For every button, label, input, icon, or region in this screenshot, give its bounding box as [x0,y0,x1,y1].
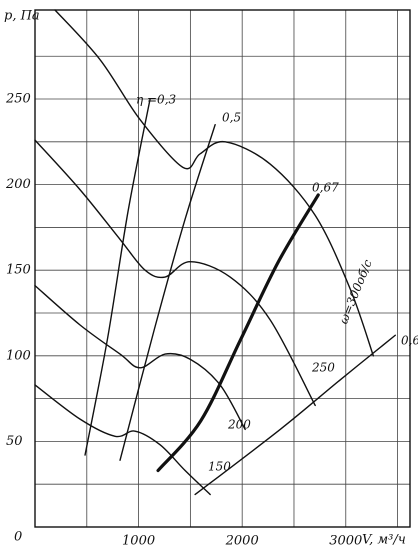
y-axis-label: p, Па [4,9,40,24]
origin-label: 0 [14,530,22,545]
curve-label: 0,67 [312,181,339,195]
curve-label: 200 [227,418,251,432]
curve [34,284,246,431]
x-tick-label: 2000 [225,534,259,549]
curve [34,139,316,407]
curve [156,193,320,473]
curve-label: ω=300об/с [336,257,375,326]
plot-frame [34,9,411,528]
curve-label: 150 [208,460,231,474]
y-tick-label: 50 [6,434,23,449]
x-tick-label: 1000 [122,534,155,549]
y-tick-label: 250 [5,92,31,107]
curve [119,123,216,461]
curve [194,334,396,496]
y-tick-label: 100 [6,348,31,363]
y-tick-label: 200 [5,177,31,192]
y-tick-label: 150 [6,263,31,278]
curve-label: 0,6 [401,334,418,348]
curve-label: 0,5 [222,111,241,125]
curve-label: η =0,3 [136,93,177,107]
curve-label: 250 [311,361,335,375]
x-axis-label: V, м³/ч [362,533,406,548]
x-tick-label: 3000 [329,534,362,549]
curve [84,98,151,456]
curve [54,9,375,357]
curve [34,384,211,496]
